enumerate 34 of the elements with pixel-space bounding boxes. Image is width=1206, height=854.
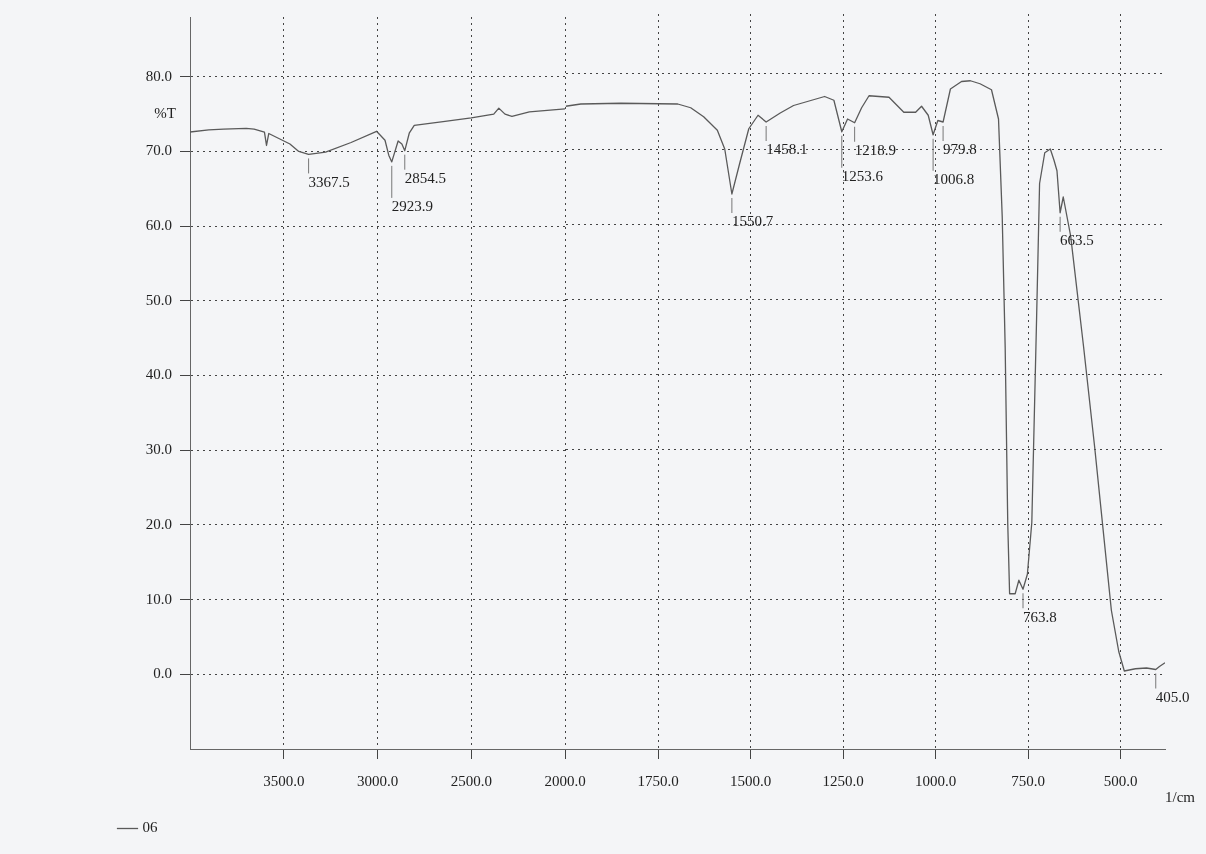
- y-tick-label: 0.0: [153, 665, 172, 682]
- annotation: 3367.5: [308, 173, 350, 190]
- x-axis-title: 1/cm: [1165, 788, 1196, 805]
- y-tick-label: 80.0: [145, 67, 172, 84]
- y-tick-label: 60.0: [145, 217, 172, 234]
- y-tick-label: 40.0: [145, 366, 172, 383]
- y-tick-label: 70.0: [145, 142, 172, 159]
- x-tick-label: 750.0: [1011, 772, 1045, 789]
- annotation: 1458.1: [766, 141, 808, 158]
- annotation: 2854.5: [404, 170, 447, 187]
- annotation: 1218.9: [854, 142, 896, 159]
- x-tick-label: 1500.0: [730, 772, 772, 789]
- annotation: 979.8: [943, 141, 977, 158]
- x-tick-label: 2000.0: [544, 772, 586, 789]
- x-tick-label: 1750.0: [637, 772, 679, 789]
- annotation: 405.0: [1155, 688, 1190, 705]
- x-tick-label: 500.0: [1103, 772, 1138, 789]
- x-tick-label: 1250.0: [822, 772, 864, 789]
- annotation: 1550.7: [731, 213, 774, 230]
- x-tick-label: 2500.0: [450, 772, 492, 789]
- y-axis-title: %T: [154, 105, 176, 122]
- x-tick-label: 1000.0: [914, 772, 957, 789]
- y-tick-label: 50.0: [145, 291, 172, 308]
- legend-label: 06: [142, 819, 158, 836]
- y-tick-label: 20.0: [145, 515, 172, 532]
- annotation: 663.5: [1060, 232, 1094, 249]
- annotation: 1253.6: [841, 168, 884, 185]
- y-tick-label: 10.0: [145, 590, 172, 607]
- x-tick-label: 3000.0: [356, 772, 399, 789]
- y-tick-label: 30.0: [145, 441, 172, 458]
- annotation: 1006.8: [933, 171, 975, 188]
- x-tick-label: 3500.0: [263, 772, 305, 789]
- annotation: 763.8: [1023, 608, 1057, 625]
- annotation: 2923.9: [391, 198, 434, 215]
